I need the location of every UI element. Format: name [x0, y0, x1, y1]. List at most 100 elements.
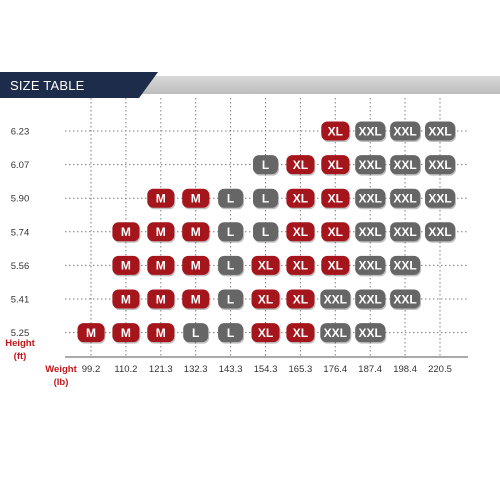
- badge-label: XL: [328, 158, 343, 172]
- size-badge-xxl: XXL: [320, 289, 352, 310]
- badge-label: L: [227, 259, 234, 273]
- size-badge-xl: XL: [321, 121, 351, 142]
- badge-background: [425, 121, 455, 141]
- badge-label: M: [121, 326, 131, 340]
- size-badge-xxl: XXL: [320, 323, 352, 344]
- badge-background: [321, 255, 350, 275]
- size-badge-xl: XL: [286, 289, 316, 310]
- badge-background: [425, 155, 455, 175]
- size-badge-m: M: [182, 255, 211, 277]
- badge-background: [182, 222, 210, 242]
- badge-label: XXL: [393, 225, 416, 239]
- badge-label: XL: [258, 326, 273, 340]
- badge-label: XXL: [324, 292, 347, 306]
- size-badge-l: L: [253, 155, 279, 176]
- badge-label: L: [262, 192, 269, 206]
- badge-background: [253, 222, 278, 242]
- header-dark-tab: [0, 72, 158, 98]
- badge-label: M: [86, 326, 96, 340]
- badge-label: M: [191, 259, 201, 273]
- size-badge-xxl: XXL: [355, 323, 387, 344]
- badge-label: M: [191, 292, 201, 306]
- size-badge-xl: XL: [286, 188, 316, 210]
- badge-background: [253, 188, 278, 208]
- weight-tick-label: 121.3: [149, 364, 173, 375]
- height-tick-label: 6.07: [11, 160, 30, 171]
- badge-label: XXL: [359, 292, 382, 306]
- size-badge-m: M: [147, 222, 176, 243]
- size-badge-m: M: [147, 289, 176, 310]
- weight-tick-label: 110.2: [114, 364, 137, 375]
- badge-label: XXL: [359, 124, 382, 138]
- height-tick-label: 5.25: [11, 328, 30, 339]
- weight-tick-label: 220.5: [428, 364, 452, 375]
- badge-label: XXL: [324, 326, 347, 340]
- badge-label: XXL: [393, 158, 416, 172]
- badge-background: [218, 323, 244, 343]
- size-badge-l: L: [218, 222, 245, 243]
- badge-label: XXL: [359, 326, 382, 340]
- badge-label: XXL: [359, 225, 382, 239]
- badge-label: XXL: [428, 192, 451, 206]
- badge-label: L: [227, 225, 234, 239]
- badge-background: [286, 255, 315, 275]
- height-tick-label: 5.90: [11, 194, 30, 205]
- badge-background: [321, 121, 350, 141]
- badge-label: M: [121, 259, 131, 273]
- badge-background: [390, 121, 421, 141]
- weight-axis-label: Weight: [45, 364, 77, 375]
- badge-label: XL: [328, 192, 343, 206]
- badge-background: [182, 188, 210, 208]
- badge-background: [286, 323, 315, 343]
- size-badge-l: L: [183, 323, 210, 344]
- badge-label: XL: [293, 225, 308, 239]
- size-badge-m: M: [182, 222, 211, 243]
- size-badge-m: M: [112, 222, 141, 243]
- badge-label: XL: [328, 259, 343, 273]
- badge-background: [321, 155, 350, 175]
- badge-label: L: [227, 326, 234, 340]
- size-badge-xxl: XXL: [425, 222, 456, 243]
- weight-tick-label: 154.3: [254, 364, 278, 375]
- badge-background: [218, 289, 244, 309]
- weight-axis-unit: (lb): [54, 377, 69, 388]
- weight-tick-label: 143.3: [219, 364, 243, 375]
- badge-background: [321, 188, 350, 208]
- weight-tick-label: 198.4: [393, 364, 417, 375]
- badge-background: [286, 155, 315, 175]
- height-tick-label: 5.74: [11, 227, 30, 238]
- size-badge-xxl: XXL: [390, 155, 422, 176]
- badge-background: [390, 222, 421, 242]
- size-badge-xxl: XXL: [355, 188, 387, 210]
- size-badge-xl: XL: [321, 155, 351, 176]
- height-axis-unit: (ft): [14, 351, 27, 362]
- badge-background: [218, 255, 244, 275]
- badge-label: XL: [293, 158, 308, 172]
- size-badge-m: M: [147, 323, 176, 344]
- badge-label: L: [192, 326, 199, 340]
- badge-label: L: [227, 192, 234, 206]
- badge-label: XXL: [359, 158, 382, 172]
- size-badge-xxl: XXL: [425, 121, 456, 142]
- weight-tick-label: 99.2: [82, 364, 101, 375]
- size-badge-l: L: [218, 255, 245, 277]
- size-badge-m: M: [77, 323, 106, 344]
- badge-background: [251, 255, 280, 275]
- size-badge-l: L: [218, 289, 245, 310]
- size-badge-xl: XL: [251, 255, 281, 277]
- badge-background: [355, 188, 386, 208]
- size-badge-m: M: [112, 323, 141, 344]
- badge-background: [112, 255, 140, 275]
- badge-background: [390, 289, 421, 309]
- size-badge-xxl: XXL: [355, 155, 387, 176]
- badge-label: M: [156, 326, 166, 340]
- height-axis-label: Height: [5, 338, 35, 349]
- badge-label: M: [121, 225, 131, 239]
- badge-label: XL: [293, 192, 308, 206]
- size-badge-xl: XL: [251, 289, 281, 310]
- size-badge-xxl: XXL: [390, 222, 422, 243]
- size-badge-xl: XL: [286, 222, 316, 243]
- badge-label: XL: [328, 124, 343, 138]
